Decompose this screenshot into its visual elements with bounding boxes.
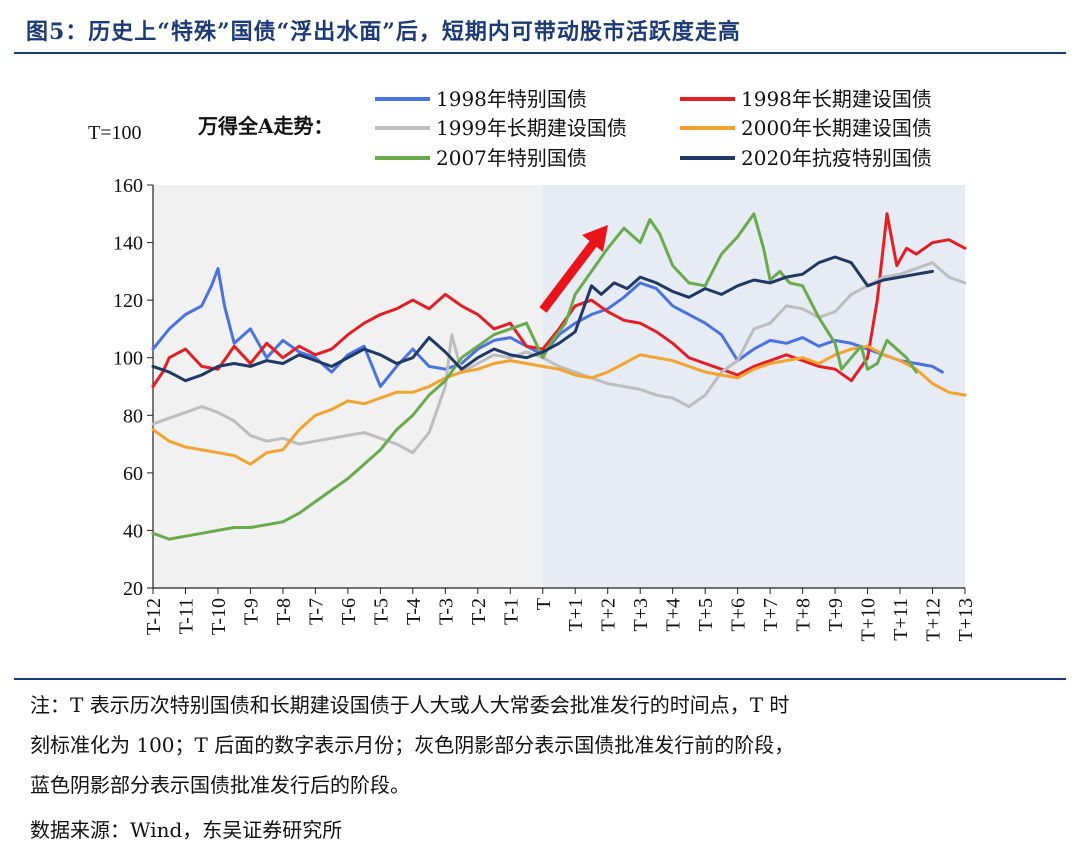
y-axis-label: T=100	[88, 122, 142, 144]
x-tick-label: T+7	[760, 598, 782, 632]
x-tick-label: T+13	[955, 598, 977, 642]
legend-label-2: 1998年长期建设国债	[741, 87, 932, 111]
x-tick-label: T	[533, 598, 555, 610]
x-tick-label: T+6	[728, 598, 750, 632]
x-tick-label: T-8	[273, 598, 295, 625]
shading-layer	[153, 185, 965, 588]
y-tick-label: 140	[113, 233, 143, 255]
legend-label-3: 1999年长期建设国债	[436, 116, 627, 140]
x-tick-label: T-12	[143, 598, 165, 635]
x-tick-label: T-3	[435, 598, 457, 625]
x-tick-label: T+4	[663, 598, 685, 632]
notes-rule	[14, 678, 1066, 680]
x-tick-label: T-11	[175, 598, 197, 634]
figure-title: 图5：历史上“特殊”国债“浮出水面”后，短期内可带动股市活跃度走高	[26, 19, 741, 45]
top-rule	[14, 52, 1066, 54]
trend-arrow-shaft	[539, 237, 600, 313]
series-line-6	[151, 255, 934, 383]
x-tick-label: T+5	[695, 598, 717, 632]
y-tick-label: 160	[113, 175, 143, 197]
x-tick-label: T+1	[565, 598, 587, 632]
legend-label-4: 2000年长期建设国债	[741, 116, 932, 140]
y-tick-label: 100	[113, 348, 143, 370]
x-tick-label: T+11	[890, 598, 912, 641]
x-tick-label: T+10	[858, 598, 880, 642]
legend-title: 万得全A走势：	[197, 114, 334, 138]
x-tick-label: T+2	[598, 598, 620, 632]
legend-label-6: 2020年抗疫特别国债	[741, 146, 932, 170]
y-tick-label: 60	[123, 463, 143, 485]
x-tick-label: T+9	[825, 598, 847, 632]
series-line-5	[151, 212, 918, 541]
x-tick-label: T-7	[305, 598, 327, 625]
legend-label-1: 1998年特别国债	[436, 87, 587, 111]
note-line-3: 蓝色阴影部分表示国债批准发行后的阶段。	[30, 773, 410, 797]
series-line-4	[151, 344, 967, 466]
x-tick-label: T+12	[923, 598, 945, 642]
note-line-2: 刻标准化为 100；T 后面的数字表示月份；灰色阴影部分表示国债批准发行前的阶段…	[30, 733, 795, 757]
source-line: 数据来源：Wind，东吴证券研究所	[30, 818, 343, 842]
y-tick-label: 40	[123, 520, 143, 542]
x-tick-label: T-5	[370, 598, 392, 625]
arrow-layer	[539, 225, 608, 313]
x-tick-label: T+8	[793, 598, 815, 632]
x-tick-label: T-1	[500, 598, 522, 625]
series-layer	[151, 212, 967, 541]
x-tick-label: T-9	[240, 598, 262, 625]
trend-arrow-head	[582, 225, 608, 252]
axis-layer: 20 40 60 80 100 120 140 160 T-12 T-11 T-10 T-9 T-8 T-…	[113, 175, 977, 642]
series-line-1	[151, 267, 944, 388]
legend-label-5: 2007年特别国债	[436, 146, 587, 170]
y-tick-label: 20	[123, 578, 143, 600]
x-tick-label: T-6	[338, 598, 360, 625]
y-tick-label: 80	[123, 405, 143, 427]
y-tick-label: 120	[113, 290, 143, 312]
x-tick-label: T+3	[630, 598, 652, 632]
x-tick-label: T-10	[208, 598, 230, 635]
note-line-1: 注：T 表示历次特别国债和长期建设国债于人大或人大常委会批准发行的时间点，T 时	[30, 693, 790, 717]
x-tick-label: T-2	[468, 598, 490, 625]
x-tick-label: T-4	[403, 598, 425, 625]
shade-region-2	[542, 185, 965, 588]
legend-layer: 1998年特别国债 1998年长期建设国债 1999年长期建设国债 2000年长期建设…	[375, 87, 932, 170]
shade-region-1	[153, 185, 543, 588]
